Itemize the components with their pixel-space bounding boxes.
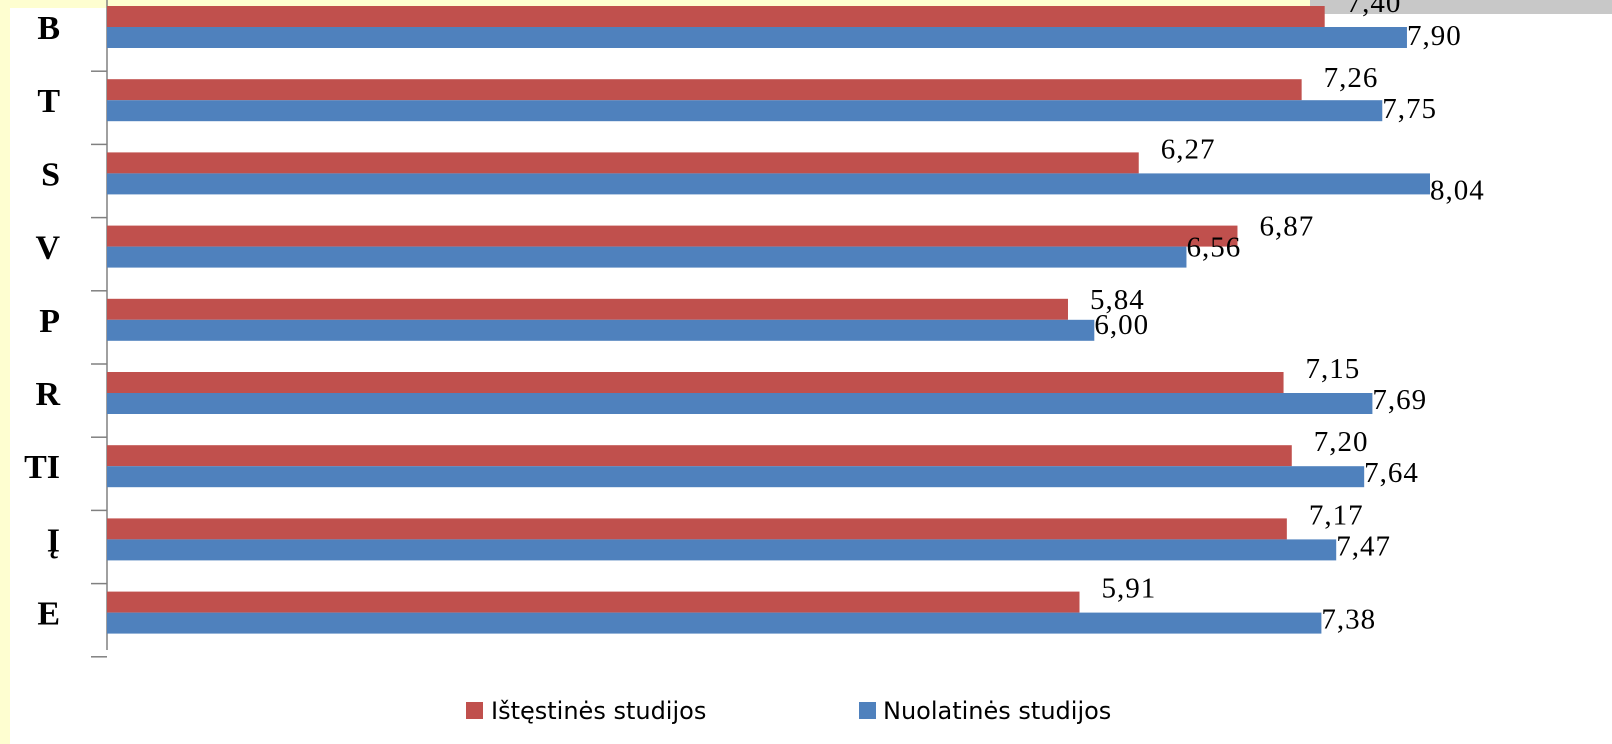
bar-nuolatines [107,612,1322,634]
data-label: 5,84 [1090,284,1145,316]
category-label: T [37,83,60,120]
value-labels: 7,40 7,90 7,267,75 6,27 8,04 6,87 6,56 5,846,00… [1090,0,1485,636]
bar-nuolatines [107,173,1430,195]
category-label: R [35,376,60,413]
legend-swatch-series-1 [466,702,483,719]
bar-nuolatines [107,393,1373,414]
bar-nuolatines [107,27,1407,48]
legend-swatch-series-2 [859,702,876,719]
bar-isteStines [107,445,1292,467]
y-axis-ticks [91,70,107,658]
data-label: 7,26 [1324,62,1379,94]
bar-isteStines [107,591,1080,613]
bar-isteStines [107,372,1284,393]
data-label: 7,69 [1372,384,1427,416]
bar-nuolatines [107,319,1095,341]
category-label: B [37,10,60,47]
bar-nuolatines [107,100,1383,122]
bar-isteStines [107,225,1238,247]
data-label: 7,90 [1407,20,1462,52]
data-label: 6,00 [1094,309,1149,341]
bar-nuolatines [107,246,1187,268]
data-label: 6,56 [1186,232,1241,264]
data-label: 7,17 [1309,499,1364,531]
data-label: 7,38 [1321,604,1376,636]
category-label: E [37,596,60,633]
axes [91,0,108,658]
bar-isteStines [107,6,1325,27]
bar-isteStines [107,518,1287,540]
category-label: P [39,303,60,340]
data-label: 7,64 [1364,457,1419,489]
data-label: 6,27 [1161,133,1216,165]
category-label: Į [47,522,60,559]
category-label: S [41,156,60,193]
bar-nuolatines [107,539,1337,561]
data-label: 7,47 [1336,530,1391,562]
data-label: 7,15 [1306,353,1361,385]
category-label: TI [24,449,60,486]
legend-label-series-1: Ištęstinės studijos [491,697,706,725]
legend-label-series-2: Nuolatinės studijos [883,697,1111,725]
bars [107,6,1430,634]
corner-strip [1310,0,1612,14]
data-label: 7,40 [1347,0,1402,19]
bar-nuolatines [107,466,1365,488]
data-label: 6,87 [1259,211,1314,243]
bar-isteStines [107,152,1139,174]
data-label: 8,04 [1430,174,1485,206]
legend: Ištęstinės studijos Nuolatinės studijos [466,697,1111,725]
category-label: V [35,230,60,267]
data-label: 7,75 [1382,93,1437,125]
bar-isteStines [107,79,1302,101]
data-label: 7,20 [1314,426,1369,458]
data-label: 5,91 [1102,573,1157,605]
bar-isteStines [107,298,1068,320]
